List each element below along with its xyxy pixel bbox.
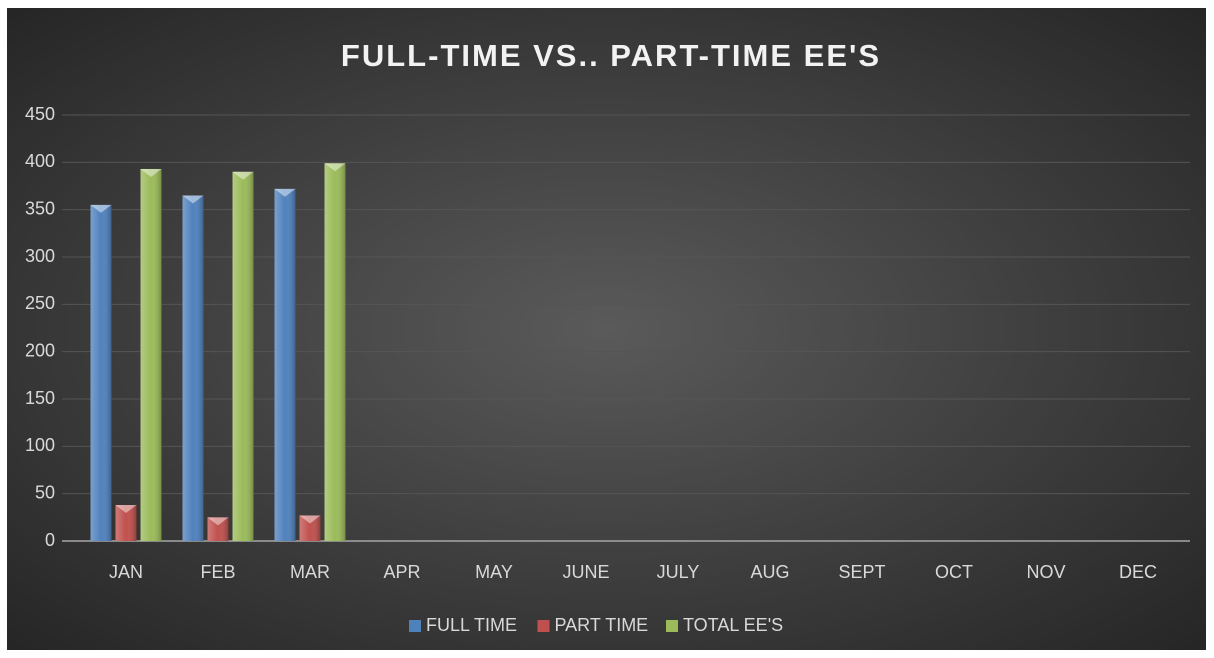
y-tick-label: 0 (45, 530, 55, 550)
bar-shade (115, 505, 137, 541)
bar-shade (207, 517, 229, 541)
x-tick-label: AUG (750, 562, 789, 582)
bar-cap (182, 195, 204, 204)
bar-cap (324, 163, 346, 172)
y-tick-label: 300 (25, 246, 55, 266)
y-tick-label: 50 (35, 482, 55, 502)
chart-title: FULL-TIME VS.. PART-TIME EE'S (341, 38, 881, 73)
y-tick-label: 250 (25, 293, 55, 313)
bar-shade (274, 188, 296, 541)
x-tick-label: NOV (1026, 562, 1065, 582)
x-tick-label: MAR (290, 562, 330, 582)
bar-cap (115, 505, 137, 514)
bar-cap (90, 204, 112, 213)
x-tick-label: APR (383, 562, 420, 582)
x-tick-label: DEC (1119, 562, 1157, 582)
legend-label: PART TIME (555, 615, 649, 635)
bar-cap (299, 515, 321, 524)
bar-cap (207, 517, 229, 526)
x-tick-label: SEPT (838, 562, 885, 582)
y-tick-label: 350 (25, 198, 55, 218)
y-tick-label: 400 (25, 151, 55, 171)
x-tick-label: JAN (109, 562, 143, 582)
x-tick-label: OCT (935, 562, 973, 582)
legend-swatch (537, 620, 550, 632)
x-tick-label: JUNE (562, 562, 609, 582)
bar-shade (90, 204, 112, 541)
legend-label: TOTAL EE'S (683, 615, 783, 635)
bar-shade (232, 171, 254, 542)
legend-swatch (409, 620, 421, 632)
x-tick-label: MAY (475, 562, 513, 582)
y-tick-label: 450 (25, 104, 55, 124)
y-tick-label: 150 (25, 388, 55, 408)
legend-label: FULL TIME (426, 615, 517, 635)
bar-shade (182, 195, 204, 541)
bar-cap (140, 168, 162, 177)
y-tick-label: 100 (25, 435, 55, 455)
bar-shade (299, 515, 321, 541)
x-tick-label: JULY (657, 562, 700, 582)
legend-swatch (666, 620, 678, 632)
bar-cap (232, 171, 254, 180)
bar-shade (324, 163, 346, 541)
bar-cap (274, 188, 296, 197)
bar-shade (140, 168, 162, 541)
x-tick-label: FEB (200, 562, 235, 582)
y-tick-label: 200 (25, 340, 55, 360)
